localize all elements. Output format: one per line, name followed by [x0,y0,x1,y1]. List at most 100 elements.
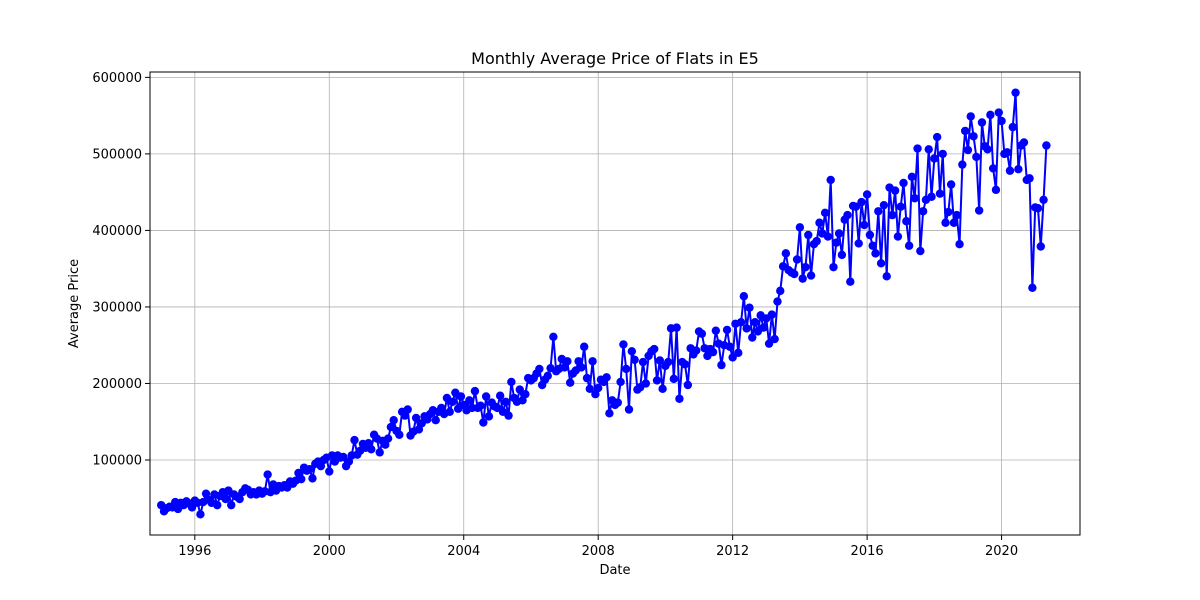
data-point [196,510,205,519]
y-tick-label: 100000 [92,454,142,469]
data-point [888,210,897,220]
data-point [910,194,919,203]
data-point [969,132,978,141]
data-point [515,385,524,394]
data-point [708,347,718,357]
data-point [736,318,746,327]
data-point [669,374,679,384]
data-point [955,239,964,249]
data-point [613,398,622,407]
data-point [860,220,869,230]
data-point [868,241,877,250]
data-point [588,357,597,366]
x-tick-label: 2012 [716,544,749,559]
data-point [235,494,244,504]
data-point [1025,174,1034,183]
data-point [798,274,807,283]
data-point [829,262,838,272]
data-point [593,383,603,393]
data-point [305,464,314,474]
data-point [367,445,376,454]
data-point [297,474,306,484]
data-point [339,452,348,462]
grid-lines [150,72,1080,535]
y-axis: 100000 200000 300000 400000 500000 600000 [92,71,150,469]
y-tick-label: 600000 [92,71,142,86]
data-point [501,397,510,407]
data-point [899,178,908,188]
data-point [504,411,513,420]
data-point [638,357,648,367]
data-point [350,435,359,445]
data-point [549,332,558,341]
data-point [213,500,222,510]
data-point [815,218,824,227]
data-point [582,373,592,383]
data-point [1014,164,1023,174]
data-point [1028,283,1037,293]
data-point [1019,138,1029,147]
data-point [672,323,681,332]
data-point [882,272,891,281]
data-point [692,346,701,355]
y-tick-label: 400000 [92,224,142,239]
x-tick-label: 2020 [985,544,1018,559]
data-point [988,164,998,173]
data-point [790,269,799,279]
data-point [619,340,628,349]
data-point [974,206,984,215]
data-point [930,154,939,163]
data-point [865,230,875,240]
data-point [521,389,530,399]
data-point [722,325,732,335]
data-point [854,239,863,248]
data-point [622,364,631,374]
data-point [602,373,611,382]
y-tick-label: 200000 [92,377,142,392]
data-point [484,412,494,421]
data-point [767,310,777,319]
data-point [834,229,844,238]
x-tick-label: 2000 [313,544,346,559]
data-point [624,405,634,414]
data-point [890,186,900,195]
data-point [742,324,751,333]
data-point [851,202,861,211]
data-point [904,241,914,250]
data-point [1036,242,1045,251]
y-tick-label: 300000 [92,300,142,315]
data-point [411,413,421,423]
data-point [983,145,992,154]
data-point [711,326,721,335]
data-point [221,494,230,504]
data-point [997,116,1006,126]
data-point [826,175,835,185]
data-point [843,210,852,220]
data-point [1039,195,1048,204]
data-point [960,126,970,136]
data-point [734,348,743,358]
data-point [991,185,1001,195]
data-point [507,377,516,387]
data-point [664,357,673,367]
data-point [804,230,813,240]
data-point [495,391,505,400]
data-point [952,210,961,220]
data-point [972,152,981,162]
data-point [977,118,987,127]
data-point [308,474,317,483]
x-axis-title: Date [599,563,630,578]
data-point [616,377,625,387]
data-point [1008,122,1017,132]
data-point [944,207,953,217]
data-point [812,236,821,246]
data-point [806,271,816,280]
data-point [476,401,485,410]
data-point [918,207,928,216]
data-point [577,363,586,372]
data-point [893,232,903,241]
data-point [792,255,802,264]
data-point [748,333,757,342]
data-point [658,384,667,394]
